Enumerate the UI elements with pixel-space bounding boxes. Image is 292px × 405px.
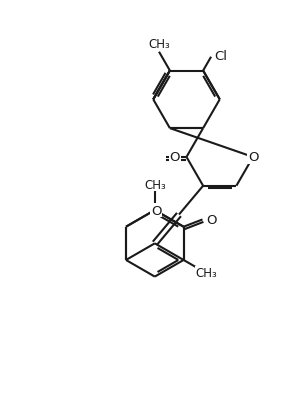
Text: Cl: Cl xyxy=(214,50,227,63)
Text: O: O xyxy=(206,213,216,226)
Text: O: O xyxy=(151,204,161,217)
Text: O: O xyxy=(170,151,180,164)
Text: CH₃: CH₃ xyxy=(148,38,170,51)
Text: CH₃: CH₃ xyxy=(144,178,166,191)
Text: CH₃: CH₃ xyxy=(195,267,217,280)
Text: O: O xyxy=(248,151,258,164)
